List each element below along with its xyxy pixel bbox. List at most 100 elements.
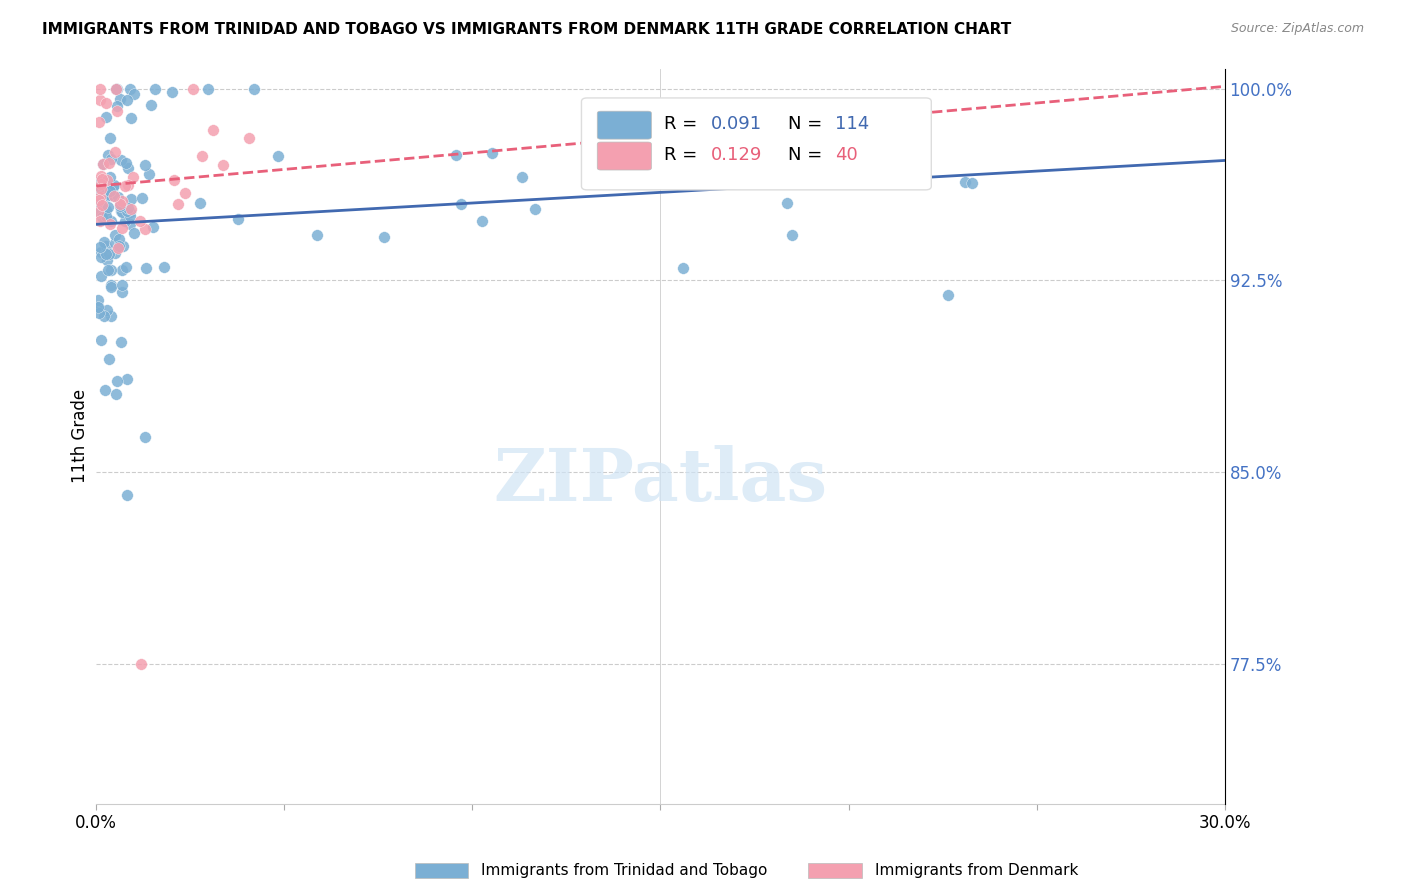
Point <box>94 246 117 260</box>
FancyBboxPatch shape <box>582 98 931 190</box>
Point <box>226 211 249 226</box>
Text: R =: R = <box>664 115 703 133</box>
Point <box>129 214 152 228</box>
Point <box>131 657 153 671</box>
Point <box>96 209 118 223</box>
Point <box>117 201 139 215</box>
Point <box>107 190 129 204</box>
Point <box>98 351 121 366</box>
Text: 0.091: 0.091 <box>711 115 762 133</box>
Point <box>114 178 136 193</box>
Point <box>111 285 134 300</box>
Point <box>103 189 125 203</box>
Point <box>111 204 134 219</box>
Point <box>111 239 134 253</box>
Point <box>90 177 112 191</box>
Point <box>960 176 983 190</box>
Point <box>108 199 131 213</box>
Point <box>96 110 118 124</box>
Point <box>96 252 118 267</box>
Point <box>104 228 127 243</box>
Point <box>108 92 131 106</box>
Point <box>87 305 110 319</box>
Point <box>110 334 132 349</box>
Point <box>98 184 121 198</box>
Point <box>107 239 129 253</box>
Point <box>105 374 128 388</box>
Point <box>100 213 122 227</box>
Point <box>87 293 110 307</box>
Text: 40: 40 <box>835 146 858 164</box>
Point <box>98 156 121 170</box>
Point <box>94 189 117 203</box>
Point <box>139 98 162 112</box>
Point <box>103 178 125 192</box>
Point <box>117 161 139 176</box>
Point <box>96 302 118 317</box>
Point <box>110 203 132 218</box>
Point <box>115 260 138 275</box>
Point <box>100 169 122 184</box>
Point <box>87 205 110 219</box>
Point <box>118 82 141 96</box>
Point <box>197 82 219 96</box>
Y-axis label: 11th Grade: 11th Grade <box>72 389 89 483</box>
Point <box>153 260 176 274</box>
Point <box>142 220 165 235</box>
Point <box>134 222 156 236</box>
Point <box>212 158 235 172</box>
Point <box>105 387 128 401</box>
Point <box>120 205 142 219</box>
Point <box>780 228 803 243</box>
Point <box>97 200 120 214</box>
Point <box>100 262 122 277</box>
Point <box>100 278 122 293</box>
Point <box>776 195 799 210</box>
Point <box>104 145 127 159</box>
Point <box>107 241 129 255</box>
Point <box>93 235 115 249</box>
Point <box>118 218 141 232</box>
Point <box>87 300 110 314</box>
Point <box>510 169 533 184</box>
Point <box>96 239 118 253</box>
Point <box>243 82 266 96</box>
Point <box>672 261 695 276</box>
Point <box>94 202 117 217</box>
Point <box>90 211 112 225</box>
Point <box>103 188 125 202</box>
Point <box>111 263 134 277</box>
Text: IMMIGRANTS FROM TRINIDAD AND TOBAGO VS IMMIGRANTS FROM DENMARK 11TH GRADE CORREL: IMMIGRANTS FROM TRINIDAD AND TOBAGO VS I… <box>42 22 1011 37</box>
Point <box>134 430 156 444</box>
Point <box>135 260 157 275</box>
Point <box>94 177 117 191</box>
Point <box>115 488 138 502</box>
Point <box>97 263 120 277</box>
Point <box>91 171 114 186</box>
Text: ZIPatlas: ZIPatlas <box>494 445 828 516</box>
Point <box>94 384 117 398</box>
Point <box>93 309 115 323</box>
Point <box>634 127 657 141</box>
Point <box>114 214 136 228</box>
Point <box>238 131 260 145</box>
Point <box>305 227 328 242</box>
Point <box>98 131 121 145</box>
Point <box>97 148 120 162</box>
Text: R =: R = <box>664 146 703 164</box>
Point <box>115 372 138 386</box>
Point <box>91 157 114 171</box>
Point <box>471 214 494 228</box>
Point <box>111 221 134 235</box>
Point <box>174 186 197 200</box>
Point <box>98 188 121 202</box>
Point <box>87 301 110 316</box>
Point <box>201 123 224 137</box>
Point <box>104 236 127 251</box>
Point <box>524 202 547 216</box>
Point <box>90 198 112 212</box>
Point <box>105 103 128 118</box>
Point <box>87 115 110 129</box>
Point <box>89 214 111 228</box>
Text: Source: ZipAtlas.com: Source: ZipAtlas.com <box>1230 22 1364 36</box>
